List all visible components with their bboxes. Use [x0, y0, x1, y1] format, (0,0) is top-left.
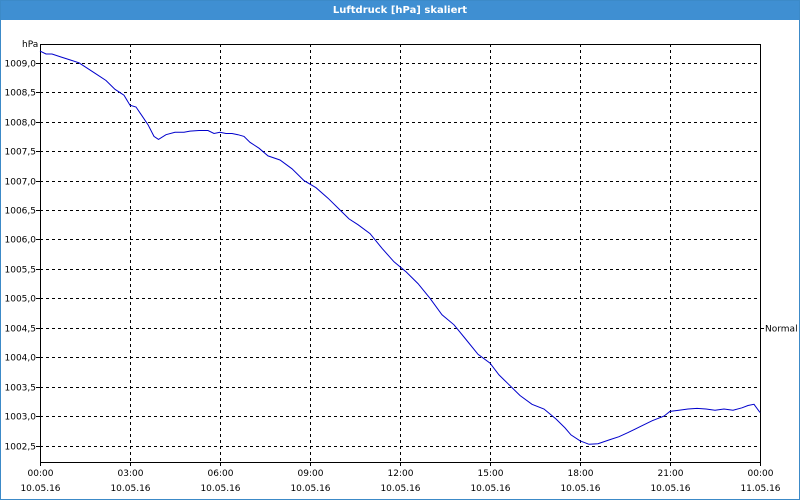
x-tick-label-date: 10.05.16	[560, 484, 600, 494]
x-tick-label-date: 10.05.16	[380, 484, 420, 494]
x-tick-label-time: 18:00	[568, 469, 594, 479]
reference-label: Normal	[765, 325, 798, 335]
y-tick-label: 1006,0	[5, 236, 37, 246]
reference-marker: Normal	[760, 325, 798, 335]
x-tick-label-date: 10.05.16	[110, 484, 150, 494]
y-tick-label: 1005,5	[5, 266, 37, 276]
x-tick-label-date: 10.05.16	[470, 484, 510, 494]
grid-lines	[40, 44, 761, 462]
x-tick-label-time: 00:00	[748, 469, 774, 479]
y-tick-label: 1009,0	[5, 60, 37, 70]
x-tick-label-time: 09:00	[298, 469, 324, 479]
y-tick-label: 1003,5	[5, 384, 37, 394]
y-tick-label: 1002,5	[5, 443, 37, 453]
x-tick-label-time: 06:00	[208, 469, 234, 479]
y-tick-label: 1005,0	[5, 295, 37, 305]
x-tick-label-date: 10.05.16	[200, 484, 240, 494]
x-tick-label-date: 10.05.16	[20, 484, 60, 494]
x-tick-label-time: 03:00	[118, 469, 144, 479]
title-bar: Luftdruck [hPa] skaliert	[1, 1, 799, 20]
x-tick-label-time: 15:00	[478, 469, 504, 479]
y-tick-label: 1004,5	[5, 325, 37, 335]
y-tick-label: 1008,5	[5, 89, 37, 99]
x-tick-label-time: 00:00	[28, 469, 54, 479]
y-tick-label: 1003,0	[5, 413, 37, 423]
pressure-series-line	[39, 50, 761, 445]
y-tick-label: 1008,0	[5, 119, 37, 129]
plot-area	[40, 44, 761, 463]
x-tick-label-date: 11.05.16	[740, 484, 780, 494]
x-tick-label-time: 21:00	[658, 469, 684, 479]
y-tick-label: 1004,0	[5, 354, 37, 364]
x-tick-label-time: 12:00	[388, 469, 414, 479]
y-axis-label: hPa	[22, 40, 38, 50]
y-tick-label: 1006,5	[5, 207, 37, 217]
y-tick-label: 1007,0	[5, 178, 37, 188]
x-tick-label-date: 10.05.16	[290, 484, 330, 494]
x-tick-label-date: 10.05.16	[650, 484, 690, 494]
y-tick-label: 1007,5	[5, 148, 37, 158]
x-axis-ticks: 00:00 10.05.16 03:00 10.05.16 06:00 10.05.16 0…	[20, 462, 781, 494]
y-axis-ticks: 1009,0 1008,5 1008,0 1007,5 1007,0 1006,5 1006…	[5, 60, 40, 453]
window-title: Luftdruck [hPa] skaliert	[332, 5, 468, 16]
